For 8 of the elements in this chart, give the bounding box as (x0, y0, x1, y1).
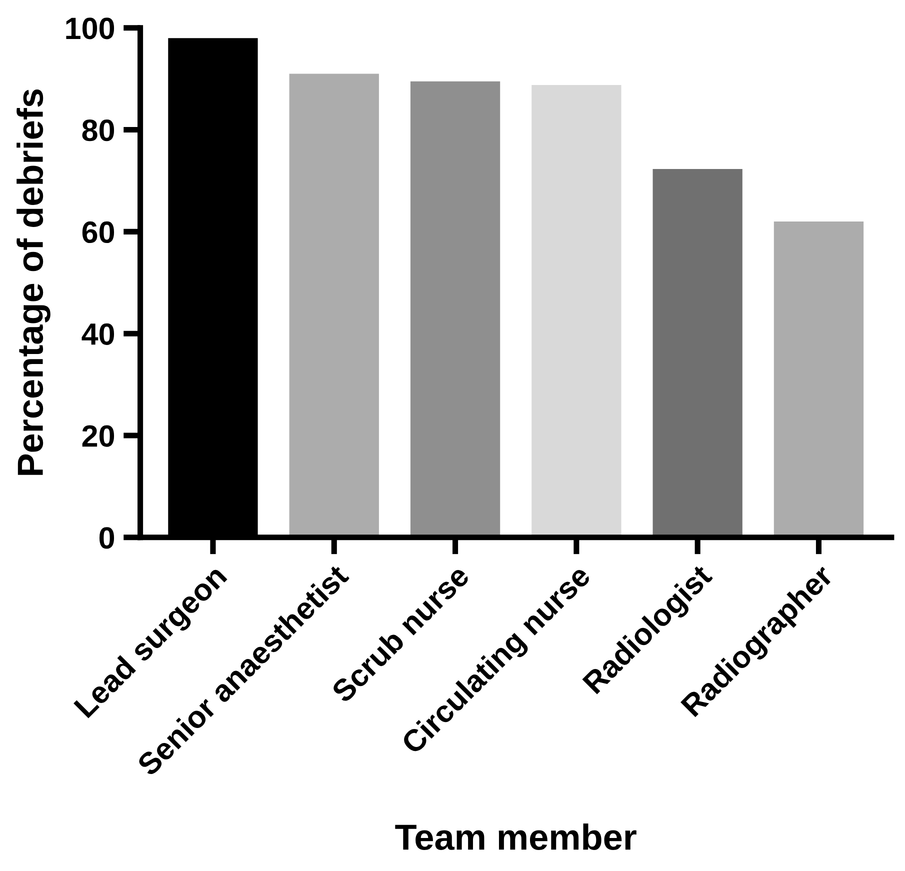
y-tick-label: 40 (82, 323, 114, 345)
y-tick-label: 20 (82, 425, 114, 447)
x-axis-title: Team member (395, 824, 636, 850)
y-tick-label: 60 (82, 221, 114, 244)
y-tick-label: 80 (82, 120, 114, 142)
y-axis-title: Percentage of debriefs (16, 89, 50, 475)
y-tick-label: 100 (66, 18, 114, 40)
y-tick-label: 0 (99, 527, 114, 549)
